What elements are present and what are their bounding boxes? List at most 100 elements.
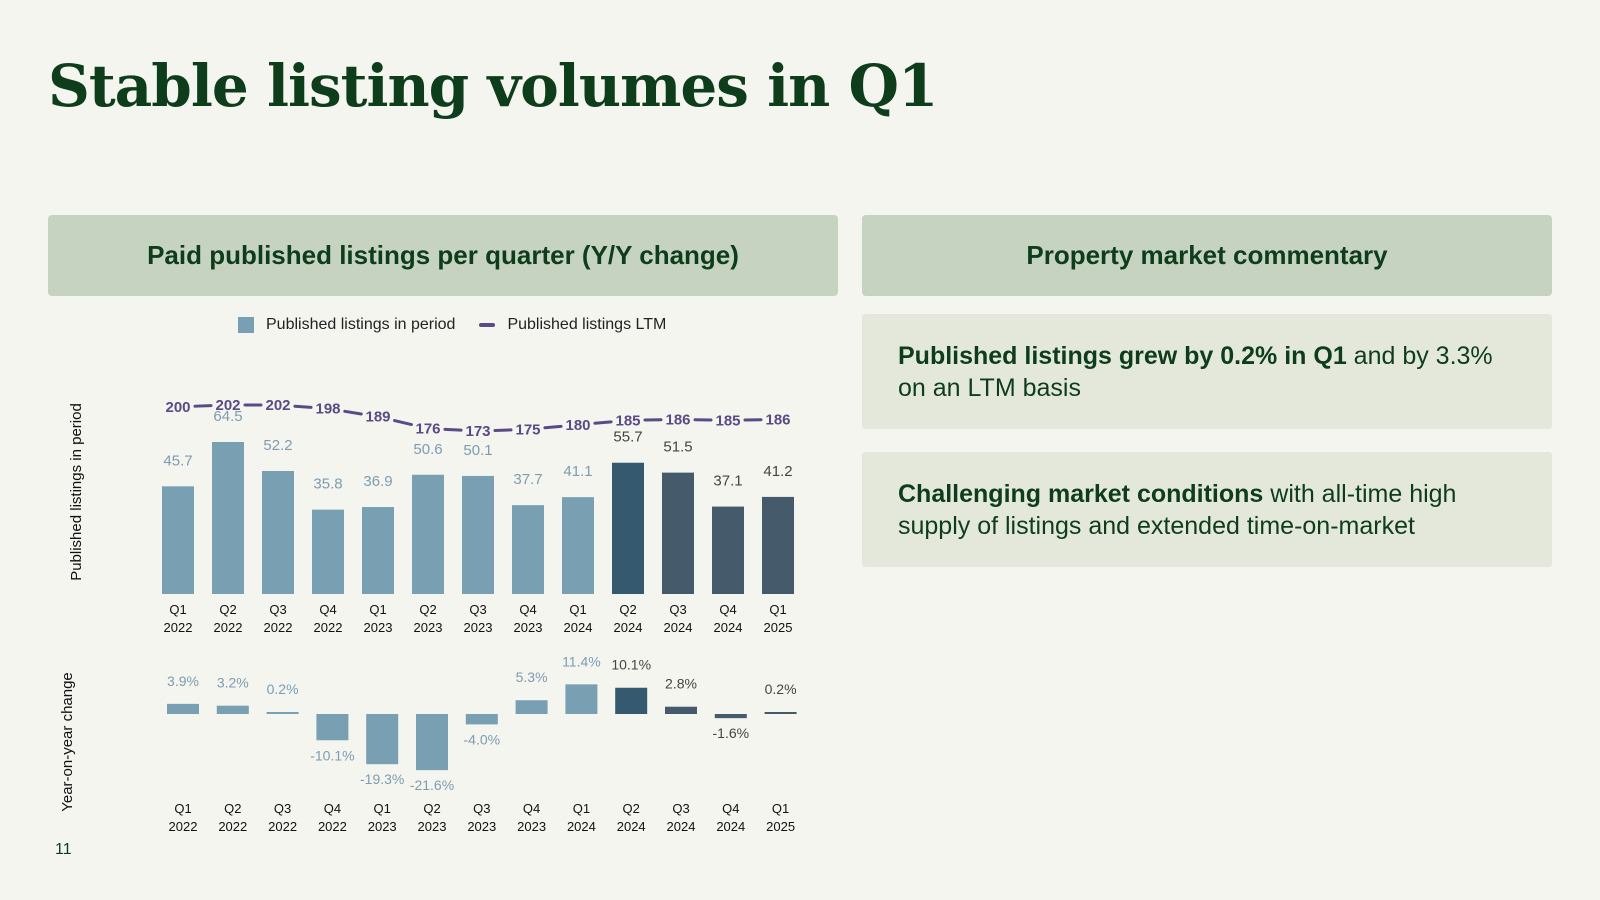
yoy-bar-3 [316, 714, 349, 741]
yoy-label-12: 0.2% [765, 681, 797, 697]
yoy-bar-4 [366, 714, 399, 765]
bar-7 [512, 505, 544, 594]
top-tick-year-7: 2023 [514, 620, 543, 635]
bottom-tick-quarter-4: Q1 [374, 801, 391, 816]
legend-line-swatch [479, 323, 496, 327]
bottom-tick-year-12: 2025 [766, 819, 795, 834]
yoy-label-6: -4.0% [464, 731, 501, 747]
bar-label-4: 36.9 [363, 473, 392, 490]
legend-bar-swatch [238, 317, 254, 333]
ltm-line-segment-6 [493, 428, 513, 432]
legend-bar-label: Published listings in period [266, 316, 456, 333]
yoy-bar-12 [764, 712, 797, 714]
ltm-point-label-7: 175 [515, 421, 540, 438]
commentary-1-text: and by 3.3% on an LTM basis [898, 341, 1493, 402]
bar-12 [762, 496, 794, 594]
ltm-line-segment-8 [593, 420, 613, 425]
top-tick-year-12: 2025 [764, 620, 793, 635]
yoy-bar-9 [615, 687, 648, 714]
bar-2 [262, 470, 294, 594]
top-tick-quarter-6: Q3 [469, 602, 486, 617]
bar-label-7: 37.7 [513, 471, 542, 488]
top-tick-quarter-2: Q3 [269, 602, 286, 617]
top-tick-year-2: 2022 [264, 620, 293, 635]
legend-line-label: Published listings LTM [507, 316, 667, 333]
ltm-point-label-8: 180 [565, 417, 590, 434]
bar-label-0: 45.7 [163, 452, 192, 469]
bottom-tick-year-5: 2023 [418, 819, 447, 834]
bar-11 [712, 506, 744, 594]
top-tick-year-8: 2024 [564, 620, 593, 635]
top-tick-quarter-7: Q4 [519, 602, 536, 617]
ltm-line-segment-0 [193, 404, 213, 408]
yoy-label-0: 3.9% [167, 673, 199, 689]
bottom-tick-year-1: 2022 [218, 819, 247, 834]
ltm-point-label-10: 186 [665, 411, 690, 428]
top-tick-year-4: 2023 [364, 620, 393, 635]
commentary-panel-header: Property market commentary [862, 215, 1552, 296]
top-tick-quarter-11: Q4 [719, 602, 736, 617]
bar-8 [562, 497, 594, 594]
yoy-bar-6 [465, 714, 498, 725]
yoy-label-11: -1.6% [713, 725, 750, 741]
bottom-tick-quarter-1: Q2 [224, 801, 241, 816]
bar-label-3: 35.8 [313, 476, 342, 493]
bottom-tick-quarter-7: Q4 [523, 801, 540, 816]
top-tick-year-1: 2022 [214, 620, 243, 635]
ltm-line-segment-4 [393, 419, 413, 427]
bar-label-2: 52.2 [263, 437, 292, 454]
page-number: 11 [55, 841, 72, 858]
top-tick-year-0: 2022 [164, 620, 193, 635]
bar-0 [162, 486, 194, 594]
ltm-point-label-9: 185 [615, 412, 640, 429]
bar-label-10: 51.5 [663, 439, 692, 456]
bar-5 [412, 474, 444, 594]
top-tick-quarter-12: Q1 [769, 602, 786, 617]
yoy-bar-7 [515, 700, 548, 714]
bottom-tick-quarter-12: Q1 [772, 801, 789, 816]
bar-3 [312, 509, 344, 594]
top-tick-year-3: 2022 [314, 620, 343, 635]
bar-4 [362, 507, 394, 594]
yoy-label-5: -21.6% [410, 777, 454, 793]
bar-9 [612, 462, 644, 594]
chart-panel-header: Paid published listings per quarter (Y/Y… [48, 215, 838, 296]
bar-label-12: 41.2 [763, 463, 792, 480]
bottom-tick-year-10: 2024 [667, 819, 696, 834]
top-tick-quarter-4: Q1 [369, 602, 386, 617]
ltm-point-label-0: 200 [165, 399, 190, 416]
ltm-line-segment-7 [543, 424, 563, 430]
top-tick-year-9: 2024 [614, 620, 643, 635]
page-title: Stable listing volumes in Q1 [48, 52, 938, 120]
yoy-label-4: -19.3% [360, 771, 404, 787]
yoy-label-1: 3.2% [217, 675, 249, 691]
bar-label-11: 37.1 [713, 473, 742, 490]
yoy-label-2: 0.2% [267, 681, 299, 697]
bottom-tick-quarter-2: Q3 [274, 801, 291, 816]
ltm-point-label-3: 198 [315, 401, 340, 418]
bottom-tick-quarter-3: Q4 [324, 801, 341, 816]
bottom-tick-year-11: 2024 [716, 819, 745, 834]
bar-label-1: 64.5 [213, 408, 242, 425]
top-tick-quarter-3: Q4 [319, 602, 336, 617]
bottom-tick-year-9: 2024 [617, 819, 646, 834]
bar-label-6: 50.1 [463, 442, 492, 459]
commentary-box-1: Published listings grew by 0.2% in Q1 an… [862, 314, 1552, 429]
yoy-bar-5 [416, 714, 448, 771]
top-tick-year-11: 2024 [714, 620, 743, 635]
bottom-tick-quarter-9: Q2 [623, 801, 640, 816]
bottom-tick-year-4: 2023 [368, 819, 397, 834]
bottom-tick-quarter-5: Q2 [423, 801, 440, 816]
commentary-2-bold: Challenging market conditions [898, 479, 1264, 508]
bottom-tick-quarter-10: Q3 [672, 801, 689, 816]
yoy-label-9: 10.1% [611, 657, 651, 673]
yoy-label-3: -10.1% [310, 747, 354, 763]
bottom-tick-year-2: 2022 [268, 819, 297, 834]
bottom-axis-label: Year-on-year change [59, 672, 76, 812]
yoy-label-10: 2.8% [665, 676, 697, 692]
ltm-point-label-5: 176 [415, 420, 440, 437]
top-tick-quarter-8: Q1 [569, 602, 586, 617]
bottom-tick-year-7: 2023 [517, 819, 546, 834]
yoy-label-7: 5.3% [516, 669, 548, 685]
yoy-label-8: 11.4% [562, 653, 601, 669]
